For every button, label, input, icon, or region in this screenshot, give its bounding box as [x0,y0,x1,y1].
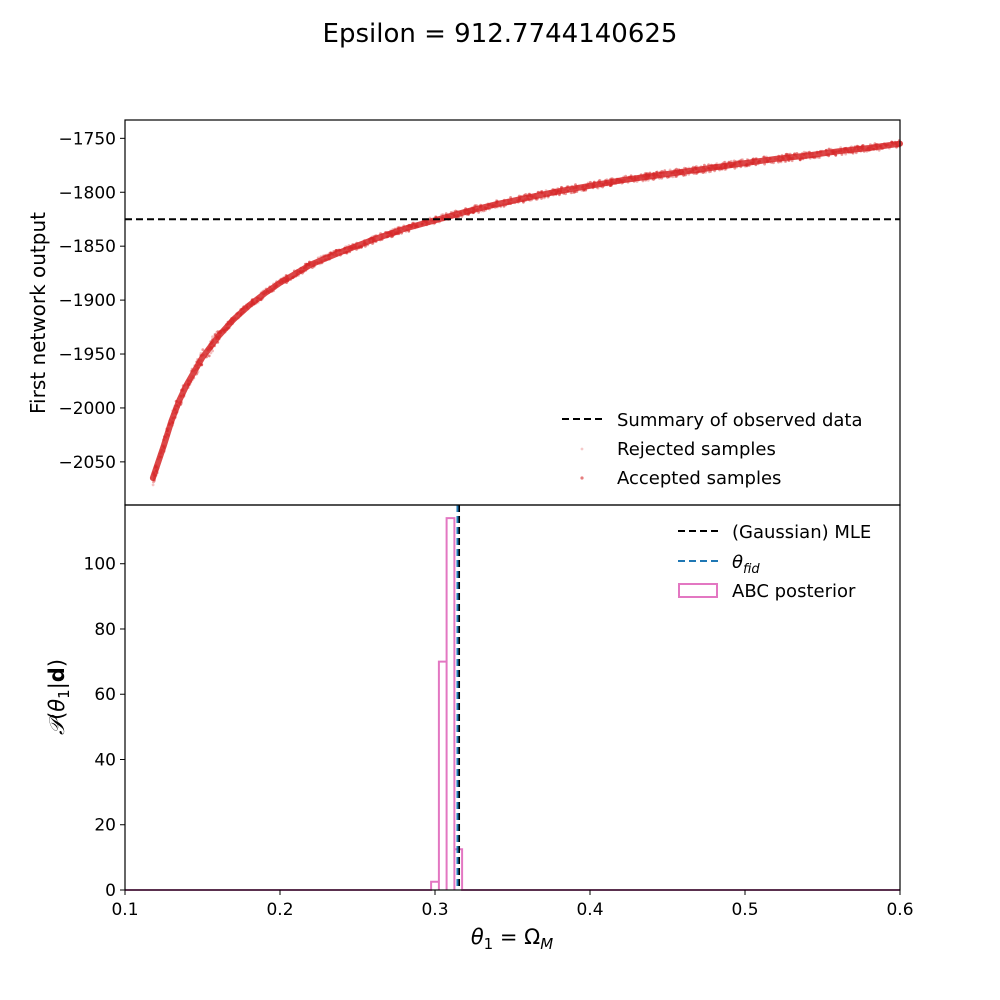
y-tick-label: 60 [94,685,116,705]
sample-point [209,351,213,355]
legend-accepted-label: Accepted samples [617,468,781,489]
x-tick-label: 0.2 [266,900,293,920]
legend-abc-label: ABC posterior [732,581,856,602]
y-tick-label: −2000 [58,399,116,419]
top-legend: Summary of observed data Rejected sample… [562,410,863,489]
sample-point [207,354,211,358]
sample-point [151,483,155,487]
bottom-x-axis-label: θ1 = ΩM [471,925,553,953]
bottom-legend: (Gaussian) MLE θfid ABC posterior [678,522,871,602]
bottom-x-ticks: 0.1 0.2 0.3 0.4 0.5 0.6 [111,890,914,920]
sample-point [152,480,155,484]
accepted-samples-band [149,140,903,481]
y-tick-label: −1850 [58,237,116,257]
legend-rejected-label: Rejected samples [617,439,776,460]
y-tick-label: −1900 [58,291,116,311]
legend-accepted-marker [580,476,584,480]
legend-observed-label: Summary of observed data [617,410,863,431]
legend-abc-swatch [678,583,718,598]
bottom-y-axis-label: 𝒫(θ1|d) [45,659,73,735]
bottom-axes-frame [124,504,901,891]
x-tick-label: 0.3 [421,900,448,920]
bottom-y-ticks: 0 20 40 60 80 100 [84,555,125,901]
x-tick-label: 0.4 [576,900,603,920]
top-y-axis-label: First network output [26,212,50,414]
y-tick-label: 40 [94,750,116,770]
y-tick-label: 20 [94,816,116,836]
figure-title: Epsilon = 912.7744140625 [323,19,678,49]
y-tick-label: −1950 [58,345,116,365]
y-tick-label: 100 [84,555,116,575]
sample-points [149,139,903,487]
y-tick-label: −1750 [58,129,116,149]
legend-theta-fid-label: θfid [732,552,760,577]
legend-rejected-marker [580,447,584,451]
x-tick-label: 0.5 [731,900,758,920]
y-tick-label: 80 [94,620,116,640]
top-scatter-panel: −1750 −1800 −1850 −1900 −1950 −2000 −2050 Firs… [26,119,903,506]
abc-posterior-histogram [125,517,900,891]
y-tick-label: −2050 [58,453,116,473]
sample-point [201,348,205,352]
sample-point [211,335,214,339]
y-tick-label: −1800 [58,183,116,203]
x-tick-label: 0.1 [111,900,138,920]
sample-point [211,349,215,353]
x-tick-label: 0.6 [886,900,913,920]
top-y-ticks: −1750 −1800 −1850 −1900 −1950 −2000 −2050 [58,129,125,473]
y-tick-label: 0 [105,881,116,901]
legend-mle-label: (Gaussian) MLE [732,522,871,543]
